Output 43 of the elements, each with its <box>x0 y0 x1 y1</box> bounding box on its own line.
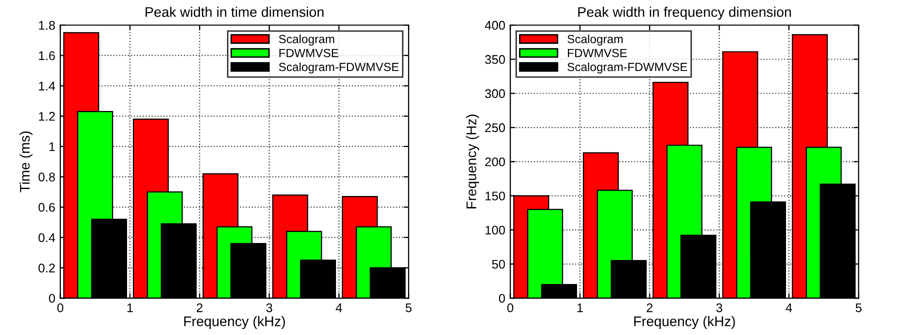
x-axis-title: Frequency (kHz) <box>634 316 735 329</box>
legend-label: Scalogram-FDWMVSE <box>568 62 688 74</box>
legend-label: Scalogram <box>568 34 623 46</box>
y-tick-label: 1.2 <box>39 112 55 121</box>
x-tick-label: 3 <box>716 303 722 312</box>
y-tick-label: 1.8 <box>39 20 55 30</box>
y-tick-label: 0 <box>48 294 55 303</box>
y-tick-label: 100 <box>486 226 505 235</box>
x-tick-label: 0 <box>507 303 514 312</box>
x-tick-label: 4 <box>786 303 792 312</box>
x-tick-label: 4 <box>336 303 342 312</box>
x-tick-label: 5 <box>406 303 412 312</box>
chart-title: Peak width in time dimension <box>146 6 324 17</box>
y-tick-label: 150 <box>486 192 505 200</box>
x-tick-label: 0 <box>57 303 64 312</box>
y-tick-label: 250 <box>485 123 505 132</box>
legend-label: Scalogram <box>279 34 334 46</box>
legend-label: Scalogram-FDWMVSE <box>279 62 399 74</box>
y-tick-label: 1.6 <box>39 51 55 60</box>
x-tick-label: 1 <box>577 303 583 312</box>
legend-label: FDWMVSE <box>568 48 627 58</box>
legend-label: FDWMVSE <box>279 48 338 58</box>
y-tick-label: 200 <box>485 157 505 166</box>
x-tick-label: 1 <box>127 303 133 312</box>
y-tick-label: 350 <box>485 55 505 64</box>
y-tick-label: 0.2 <box>38 264 55 272</box>
y-tick-label: 300 <box>485 89 505 98</box>
x-tick-label: 2 <box>646 303 652 312</box>
x-tick-label: 2 <box>196 303 202 312</box>
y-axis-title: Time (ms) <box>20 132 32 192</box>
y-axis-title: Frequency (Hz) <box>466 114 480 208</box>
x-axis-title: Frequency (kHz) <box>184 316 285 329</box>
y-tick-label: 0 <box>498 294 505 303</box>
x-tick-label: 3 <box>266 303 272 312</box>
chart-title: Peak width in frequency dimension <box>578 6 791 20</box>
y-tick-label: 0.6 <box>38 202 55 212</box>
y-tick-label: 50 <box>492 260 505 269</box>
x-tick-label: 5 <box>856 303 862 312</box>
y-tick-label: 0.8 <box>38 172 55 182</box>
y-tick-label: 1 <box>49 142 55 151</box>
y-tick-label: 0.4 <box>38 233 56 242</box>
y-tick-label: 1.4 <box>39 82 56 90</box>
y-tick-label: 400 <box>484 20 505 30</box>
